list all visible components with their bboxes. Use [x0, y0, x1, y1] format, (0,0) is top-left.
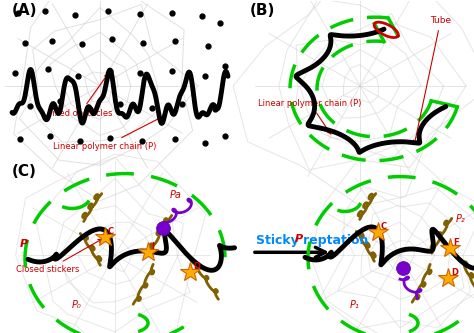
Text: Linear polymer chain (P): Linear polymer chain (P)	[258, 99, 362, 134]
Text: P₀: P₀	[72, 300, 82, 310]
Text: C: C	[381, 222, 387, 231]
Text: (A): (A)	[12, 3, 37, 18]
Text: Closed stickers: Closed stickers	[16, 239, 101, 274]
Text: Sticky reptation: Sticky reptation	[256, 234, 368, 247]
Text: Linear polymer chain (P): Linear polymer chain (P)	[53, 115, 166, 151]
Text: I: I	[151, 242, 154, 251]
Text: Pa: Pa	[170, 190, 182, 200]
Text: C: C	[108, 227, 114, 236]
Text: (B): (B)	[250, 3, 275, 18]
Text: Fixed obstacles: Fixed obstacles	[48, 74, 112, 118]
Text: P: P	[20, 239, 28, 249]
Text: P₂: P₂	[456, 214, 466, 224]
Text: P: P	[295, 234, 303, 244]
Text: (C): (C)	[12, 164, 37, 178]
Text: D: D	[193, 262, 200, 271]
Text: F: F	[453, 238, 459, 247]
Text: Tube: Tube	[413, 16, 451, 144]
Text: P₁: P₁	[350, 300, 360, 310]
Text: D: D	[451, 268, 458, 277]
